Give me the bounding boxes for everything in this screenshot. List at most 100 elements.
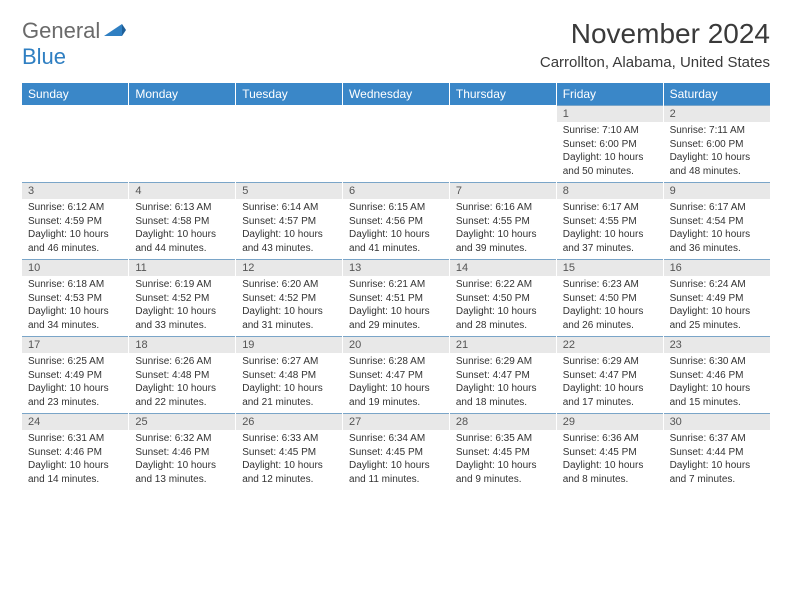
calendar-cell: 27Sunrise: 6:34 AMSunset: 4:45 PMDayligh… <box>343 413 450 490</box>
calendar-week: 1Sunrise: 7:10 AMSunset: 6:00 PMDaylight… <box>22 105 770 182</box>
calendar-cell: 1Sunrise: 7:10 AMSunset: 6:00 PMDaylight… <box>556 105 663 182</box>
title-block: November 2024 Carrollton, Alabama, Unite… <box>540 18 770 71</box>
page-title: November 2024 <box>540 18 770 50</box>
calendar-cell: 24Sunrise: 6:31 AMSunset: 4:46 PMDayligh… <box>22 413 129 490</box>
calendar-cell: 5Sunrise: 6:14 AMSunset: 4:57 PMDaylight… <box>236 182 343 259</box>
day-number: 12 <box>236 259 342 276</box>
day-details: Sunrise: 6:29 AMSunset: 4:47 PMDaylight:… <box>557 353 663 413</box>
day-number: 26 <box>236 413 342 430</box>
day-details: Sunrise: 6:32 AMSunset: 4:46 PMDaylight:… <box>129 430 235 490</box>
day-details: Sunrise: 6:12 AMSunset: 4:59 PMDaylight:… <box>22 199 128 259</box>
calendar-cell: 7Sunrise: 6:16 AMSunset: 4:55 PMDaylight… <box>449 182 556 259</box>
day-number: 22 <box>557 336 663 353</box>
day-details: Sunrise: 6:17 AMSunset: 4:54 PMDaylight:… <box>664 199 770 259</box>
day-details: Sunrise: 6:17 AMSunset: 4:55 PMDaylight:… <box>557 199 663 259</box>
calendar-cell: 13Sunrise: 6:21 AMSunset: 4:51 PMDayligh… <box>343 259 450 336</box>
calendar-cell: 29Sunrise: 6:36 AMSunset: 4:45 PMDayligh… <box>556 413 663 490</box>
day-number: 24 <box>22 413 128 430</box>
day-details: Sunrise: 6:31 AMSunset: 4:46 PMDaylight:… <box>22 430 128 490</box>
calendar-cell: 25Sunrise: 6:32 AMSunset: 4:46 PMDayligh… <box>129 413 236 490</box>
day-number: 20 <box>343 336 449 353</box>
weekday-header: Sunday <box>22 83 129 105</box>
day-details: Sunrise: 6:21 AMSunset: 4:51 PMDaylight:… <box>343 276 449 336</box>
calendar-week: 3Sunrise: 6:12 AMSunset: 4:59 PMDaylight… <box>22 182 770 259</box>
day-number: 3 <box>22 182 128 199</box>
day-number: 7 <box>450 182 556 199</box>
calendar-table: SundayMondayTuesdayWednesdayThursdayFrid… <box>22 83 770 490</box>
day-number: 9 <box>664 182 770 199</box>
day-number: 6 <box>343 182 449 199</box>
day-number: 5 <box>236 182 342 199</box>
day-details: Sunrise: 6:22 AMSunset: 4:50 PMDaylight:… <box>450 276 556 336</box>
logo-word-1: General <box>22 18 100 43</box>
day-number: 17 <box>22 336 128 353</box>
day-number: 23 <box>664 336 770 353</box>
weekday-header: Monday <box>129 83 236 105</box>
day-number: 25 <box>129 413 235 430</box>
day-details: Sunrise: 6:27 AMSunset: 4:48 PMDaylight:… <box>236 353 342 413</box>
calendar-cell: 16Sunrise: 6:24 AMSunset: 4:49 PMDayligh… <box>663 259 770 336</box>
calendar-cell: 20Sunrise: 6:28 AMSunset: 4:47 PMDayligh… <box>343 336 450 413</box>
day-details: Sunrise: 6:19 AMSunset: 4:52 PMDaylight:… <box>129 276 235 336</box>
calendar-cell: 23Sunrise: 6:30 AMSunset: 4:46 PMDayligh… <box>663 336 770 413</box>
day-details: Sunrise: 6:37 AMSunset: 4:44 PMDaylight:… <box>664 430 770 490</box>
day-details: Sunrise: 6:29 AMSunset: 4:47 PMDaylight:… <box>450 353 556 413</box>
day-number: 13 <box>343 259 449 276</box>
day-details: Sunrise: 6:34 AMSunset: 4:45 PMDaylight:… <box>343 430 449 490</box>
calendar-cell: 4Sunrise: 6:13 AMSunset: 4:58 PMDaylight… <box>129 182 236 259</box>
weekday-header: Thursday <box>449 83 556 105</box>
day-number: 19 <box>236 336 342 353</box>
day-number: 8 <box>557 182 663 199</box>
calendar-cell: 10Sunrise: 6:18 AMSunset: 4:53 PMDayligh… <box>22 259 129 336</box>
calendar-cell: 3Sunrise: 6:12 AMSunset: 4:59 PMDaylight… <box>22 182 129 259</box>
day-details: Sunrise: 6:20 AMSunset: 4:52 PMDaylight:… <box>236 276 342 336</box>
calendar-cell <box>22 105 129 182</box>
day-number: 1 <box>557 105 663 122</box>
day-number: 16 <box>664 259 770 276</box>
day-number: 15 <box>557 259 663 276</box>
calendar-cell <box>449 105 556 182</box>
calendar-cell <box>343 105 450 182</box>
calendar-week: 10Sunrise: 6:18 AMSunset: 4:53 PMDayligh… <box>22 259 770 336</box>
day-details: Sunrise: 6:13 AMSunset: 4:58 PMDaylight:… <box>129 199 235 259</box>
weekday-header-row: SundayMondayTuesdayWednesdayThursdayFrid… <box>22 83 770 105</box>
day-details: Sunrise: 6:28 AMSunset: 4:47 PMDaylight:… <box>343 353 449 413</box>
day-number: 11 <box>129 259 235 276</box>
calendar-cell: 18Sunrise: 6:26 AMSunset: 4:48 PMDayligh… <box>129 336 236 413</box>
calendar-cell: 15Sunrise: 6:23 AMSunset: 4:50 PMDayligh… <box>556 259 663 336</box>
calendar-cell: 6Sunrise: 6:15 AMSunset: 4:56 PMDaylight… <box>343 182 450 259</box>
location-label: Carrollton, Alabama, United States <box>540 54 770 71</box>
calendar-cell: 26Sunrise: 6:33 AMSunset: 4:45 PMDayligh… <box>236 413 343 490</box>
logo-mark-icon <box>104 22 126 38</box>
calendar-cell: 12Sunrise: 6:20 AMSunset: 4:52 PMDayligh… <box>236 259 343 336</box>
calendar-cell <box>236 105 343 182</box>
day-details: Sunrise: 6:23 AMSunset: 4:50 PMDaylight:… <box>557 276 663 336</box>
day-number: 10 <box>22 259 128 276</box>
calendar-week: 24Sunrise: 6:31 AMSunset: 4:46 PMDayligh… <box>22 413 770 490</box>
day-details: Sunrise: 6:26 AMSunset: 4:48 PMDaylight:… <box>129 353 235 413</box>
calendar-week: 17Sunrise: 6:25 AMSunset: 4:49 PMDayligh… <box>22 336 770 413</box>
weekday-header: Saturday <box>663 83 770 105</box>
day-number: 14 <box>450 259 556 276</box>
day-number: 28 <box>450 413 556 430</box>
logo: General Blue <box>22 18 126 70</box>
day-number: 18 <box>129 336 235 353</box>
calendar-cell: 8Sunrise: 6:17 AMSunset: 4:55 PMDaylight… <box>556 182 663 259</box>
day-number: 21 <box>450 336 556 353</box>
day-number: 27 <box>343 413 449 430</box>
calendar-cell: 14Sunrise: 6:22 AMSunset: 4:50 PMDayligh… <box>449 259 556 336</box>
calendar-cell: 21Sunrise: 6:29 AMSunset: 4:47 PMDayligh… <box>449 336 556 413</box>
logo-word-2: Blue <box>22 44 66 69</box>
day-number: 30 <box>664 413 770 430</box>
calendar-cell: 22Sunrise: 6:29 AMSunset: 4:47 PMDayligh… <box>556 336 663 413</box>
day-details: Sunrise: 6:18 AMSunset: 4:53 PMDaylight:… <box>22 276 128 336</box>
day-number: 2 <box>664 105 770 122</box>
calendar-cell: 9Sunrise: 6:17 AMSunset: 4:54 PMDaylight… <box>663 182 770 259</box>
day-details: Sunrise: 7:10 AMSunset: 6:00 PMDaylight:… <box>557 122 663 182</box>
weekday-header: Tuesday <box>236 83 343 105</box>
calendar-cell: 2Sunrise: 7:11 AMSunset: 6:00 PMDaylight… <box>663 105 770 182</box>
day-details: Sunrise: 6:35 AMSunset: 4:45 PMDaylight:… <box>450 430 556 490</box>
day-details: Sunrise: 6:24 AMSunset: 4:49 PMDaylight:… <box>664 276 770 336</box>
calendar-cell: 19Sunrise: 6:27 AMSunset: 4:48 PMDayligh… <box>236 336 343 413</box>
calendar-cell <box>129 105 236 182</box>
